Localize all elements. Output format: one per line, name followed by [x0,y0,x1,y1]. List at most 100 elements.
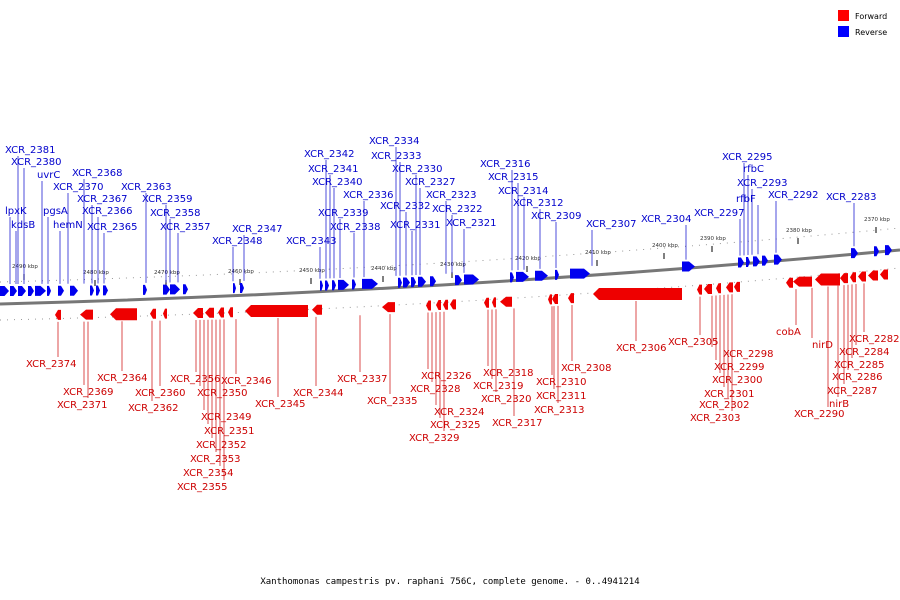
reverse-gene-arrow[interactable] [398,277,402,288]
forward-gene-label[interactable]: XCR_2346 [221,376,272,387]
reverse-gene-arrow[interactable] [570,268,590,279]
forward-gene-label[interactable]: XCR_2354 [183,468,234,479]
reverse-gene-label[interactable]: XCR_2316 [480,159,531,170]
forward-gene-arrow[interactable] [382,302,395,313]
forward-gene-label[interactable]: XCR_2282 [849,334,900,345]
reverse-gene-arrow[interactable] [28,285,34,296]
reverse-gene-label[interactable]: XCR_2307 [586,219,637,230]
reverse-gene-arrow[interactable] [430,276,436,287]
forward-gene-arrow[interactable] [868,270,878,281]
forward-gene-arrow[interactable] [426,300,431,311]
forward-gene-arrow[interactable] [80,309,93,320]
reverse-gene-arrow[interactable] [738,257,744,268]
forward-gene-arrow[interactable] [55,309,61,320]
reverse-gene-label[interactable]: pgsA [43,206,68,217]
forward-gene-arrow[interactable] [568,293,574,304]
forward-gene-label[interactable]: XCR_2325 [430,420,481,431]
reverse-gene-arrow[interactable] [183,284,188,295]
forward-gene-label[interactable]: XCR_2305 [668,337,719,348]
forward-gene-label[interactable]: XCR_2356 [170,374,221,385]
forward-gene-label[interactable]: XCR_2306 [616,343,667,354]
reverse-gene-label[interactable]: XCR_2367 [77,194,128,205]
reverse-gene-arrow[interactable] [70,285,78,296]
reverse-gene-label[interactable]: lpxK [5,206,27,217]
reverse-gene-arrow[interactable] [753,256,760,267]
reverse-gene-label[interactable]: XCR_2309 [531,211,582,222]
reverse-gene-arrow[interactable] [143,284,147,295]
forward-gene-label[interactable]: XCR_2301 [704,389,755,400]
reverse-gene-arrow[interactable] [240,282,244,293]
reverse-gene-arrow[interactable] [332,280,336,291]
reverse-gene-label[interactable]: XCR_2339 [318,208,369,219]
forward-gene-arrow[interactable] [110,308,137,321]
reverse-gene-arrow[interactable] [874,246,879,257]
forward-gene-label[interactable]: XCR_2362 [128,403,179,414]
reverse-gene-label[interactable]: XCR_2333 [371,151,422,162]
reverse-gene-arrow[interactable] [535,270,548,281]
reverse-gene-arrow[interactable] [411,277,416,288]
forward-gene-label[interactable]: XCR_2351 [204,426,255,437]
reverse-gene-arrow[interactable] [352,279,356,290]
reverse-gene-label[interactable]: XCR_2334 [369,136,420,147]
forward-gene-label[interactable]: XCR_2353 [190,454,241,465]
reverse-gene-label[interactable]: XCR_2330 [392,164,443,175]
forward-gene-label[interactable]: XCR_2344 [293,388,344,399]
reverse-gene-label[interactable]: XCR_2342 [304,149,355,160]
forward-gene-arrow[interactable] [163,308,167,319]
forward-gene-arrow[interactable] [500,296,512,307]
forward-gene-label[interactable]: XCR_2360 [135,388,186,399]
reverse-gene-label[interactable]: XCR_2365 [87,222,138,233]
forward-gene-label[interactable]: XCR_2352 [196,440,247,451]
reverse-gene-arrow[interactable] [455,275,462,286]
reverse-gene-arrow[interactable] [762,255,768,266]
forward-gene-arrow[interactable] [793,276,812,287]
forward-gene-arrow[interactable] [726,282,733,293]
forward-gene-label[interactable]: XCR_2318 [483,368,534,379]
forward-gene-arrow[interactable] [492,297,496,308]
reverse-gene-arrow[interactable] [464,274,479,285]
reverse-gene-arrow[interactable] [510,272,514,283]
reverse-gene-arrow[interactable] [0,285,9,296]
forward-gene-label[interactable]: XCR_2369 [63,387,114,398]
forward-gene-label[interactable]: XCR_2284 [839,347,890,358]
reverse-gene-label[interactable]: XCR_2322 [432,204,483,215]
forward-gene-arrow[interactable] [786,277,793,288]
forward-gene-label[interactable]: cobA [776,327,801,338]
forward-gene-label[interactable]: XCR_2286 [832,372,883,383]
reverse-gene-arrow[interactable] [233,283,236,294]
reverse-gene-arrow[interactable] [746,257,750,268]
forward-gene-arrow[interactable] [150,308,156,319]
forward-gene-arrow[interactable] [880,269,888,280]
reverse-gene-label[interactable]: XCR_2293 [737,178,788,189]
reverse-gene-label[interactable]: XCR_2380 [11,157,62,168]
forward-gene-arrow[interactable] [850,272,856,283]
reverse-gene-label[interactable]: XCR_2327 [405,177,456,188]
forward-gene-label[interactable]: XCR_2324 [434,407,485,418]
reverse-gene-arrow[interactable] [170,284,180,295]
reverse-gene-label[interactable]: kdsB [11,220,35,231]
forward-gene-label[interactable]: XCR_2320 [481,394,532,405]
forward-gene-arrow[interactable] [704,284,712,295]
reverse-gene-arrow[interactable] [885,245,892,256]
reverse-gene-arrow[interactable] [516,271,529,282]
reverse-gene-label[interactable]: XCR_2292 [768,190,819,201]
forward-gene-label[interactable]: nirB [829,399,849,410]
reverse-gene-label[interactable]: XCR_2331 [390,220,441,231]
forward-gene-label[interactable]: XCR_2335 [367,396,418,407]
reverse-gene-label[interactable]: XCR_2363 [121,182,172,193]
reverse-gene-arrow[interactable] [418,276,426,287]
forward-gene-arrow[interactable] [193,307,203,318]
reverse-gene-label[interactable]: XCR_2357 [160,222,211,233]
forward-gene-label[interactable]: XCR_2303 [690,413,741,424]
forward-gene-arrow[interactable] [245,305,308,318]
reverse-gene-label[interactable]: uvrC [37,170,60,181]
reverse-gene-arrow[interactable] [682,261,695,272]
forward-gene-label[interactable]: XCR_2329 [409,433,460,444]
reverse-gene-label[interactable]: XCR_2304 [641,214,692,225]
forward-gene-label[interactable]: XCR_2311 [536,391,587,402]
reverse-gene-label[interactable]: XCR_2348 [212,236,263,247]
forward-gene-arrow[interactable] [443,299,448,310]
forward-gene-label[interactable]: XCR_2374 [26,359,77,370]
reverse-gene-label[interactable]: XCR_2336 [343,190,394,201]
forward-gene-arrow[interactable] [552,294,558,305]
